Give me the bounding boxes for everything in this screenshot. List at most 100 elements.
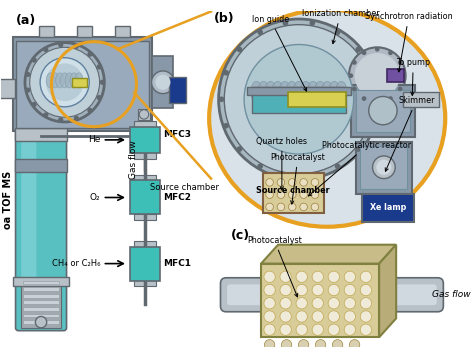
Circle shape (362, 96, 366, 101)
Circle shape (289, 179, 296, 186)
Circle shape (352, 87, 357, 91)
Text: Gas flow: Gas flow (129, 140, 138, 179)
Circle shape (360, 271, 372, 283)
Bar (252, 87, 346, 114)
Ellipse shape (293, 81, 304, 102)
Bar (360, 147, 408, 189)
Text: (a): (a) (16, 14, 36, 27)
Circle shape (374, 97, 379, 102)
Circle shape (344, 324, 356, 335)
Bar (115, 26, 130, 37)
Ellipse shape (272, 81, 283, 102)
Circle shape (398, 60, 402, 65)
Ellipse shape (265, 81, 276, 102)
Ellipse shape (258, 81, 269, 102)
Ellipse shape (279, 81, 291, 102)
Text: MFC3: MFC3 (163, 130, 191, 139)
Bar (77, 26, 92, 37)
Circle shape (296, 297, 307, 309)
Bar (356, 90, 410, 132)
Text: O₂: O₂ (90, 193, 100, 202)
Circle shape (283, 20, 288, 26)
Circle shape (360, 297, 372, 309)
Bar (247, 87, 351, 94)
Circle shape (352, 60, 357, 65)
Circle shape (87, 108, 92, 113)
FancyBboxPatch shape (227, 284, 277, 305)
Circle shape (296, 284, 307, 296)
Circle shape (289, 203, 296, 211)
Text: MFC1: MFC1 (163, 259, 191, 268)
Bar (134, 152, 156, 159)
Circle shape (296, 324, 307, 335)
Circle shape (25, 87, 30, 93)
Bar (23, 287, 59, 291)
Circle shape (300, 191, 307, 198)
Circle shape (40, 58, 89, 107)
Ellipse shape (314, 81, 326, 102)
FancyBboxPatch shape (16, 127, 66, 331)
Circle shape (264, 284, 275, 296)
Ellipse shape (321, 81, 333, 102)
Circle shape (155, 75, 171, 90)
Circle shape (344, 284, 356, 296)
Circle shape (31, 102, 37, 107)
Circle shape (223, 123, 229, 129)
Text: To pump: To pump (396, 58, 430, 95)
Circle shape (332, 340, 343, 350)
Circle shape (344, 311, 356, 322)
Circle shape (152, 71, 174, 94)
Bar (403, 92, 438, 107)
Bar (13, 277, 69, 286)
Circle shape (282, 340, 292, 350)
Circle shape (277, 203, 285, 211)
Circle shape (58, 117, 64, 122)
Bar (23, 280, 59, 284)
Circle shape (43, 47, 48, 52)
Circle shape (335, 29, 340, 35)
Circle shape (349, 47, 406, 104)
Circle shape (280, 271, 292, 283)
Circle shape (369, 70, 374, 76)
Text: Gas flow: Gas flow (432, 290, 471, 299)
Text: oa TOF MS: oa TOF MS (3, 171, 13, 229)
Bar (261, 264, 379, 337)
Bar (153, 56, 173, 108)
Circle shape (335, 164, 340, 169)
Bar (72, 77, 87, 87)
Text: Source chamber: Source chamber (256, 186, 330, 195)
Circle shape (375, 47, 380, 51)
Bar (15, 127, 67, 141)
Circle shape (328, 284, 339, 296)
Ellipse shape (328, 81, 340, 102)
Bar (134, 121, 156, 127)
Circle shape (264, 297, 275, 309)
Circle shape (401, 73, 406, 78)
Bar (130, 180, 160, 214)
Text: Photocatalytic reactor: Photocatalytic reactor (309, 141, 411, 196)
Circle shape (266, 179, 273, 186)
Circle shape (299, 340, 309, 350)
Text: Ion guide: Ion guide (252, 15, 307, 91)
FancyBboxPatch shape (371, 284, 437, 305)
Circle shape (369, 97, 397, 125)
Ellipse shape (286, 81, 298, 102)
Circle shape (280, 311, 292, 322)
Bar (387, 69, 404, 82)
Bar (15, 159, 67, 172)
Text: Quartz holes: Quartz holes (256, 137, 307, 190)
Circle shape (388, 50, 393, 55)
Text: (c): (c) (231, 229, 250, 242)
Circle shape (344, 297, 356, 309)
Text: Skimmer: Skimmer (385, 96, 435, 171)
Bar (130, 127, 160, 153)
Circle shape (349, 340, 360, 350)
Circle shape (100, 80, 105, 85)
Circle shape (73, 44, 79, 49)
Bar (134, 241, 156, 247)
Text: Ionization chamber: Ionization chamber (302, 9, 379, 44)
Circle shape (257, 29, 263, 35)
Bar (170, 77, 186, 103)
Circle shape (312, 284, 323, 296)
Bar (17, 41, 149, 127)
